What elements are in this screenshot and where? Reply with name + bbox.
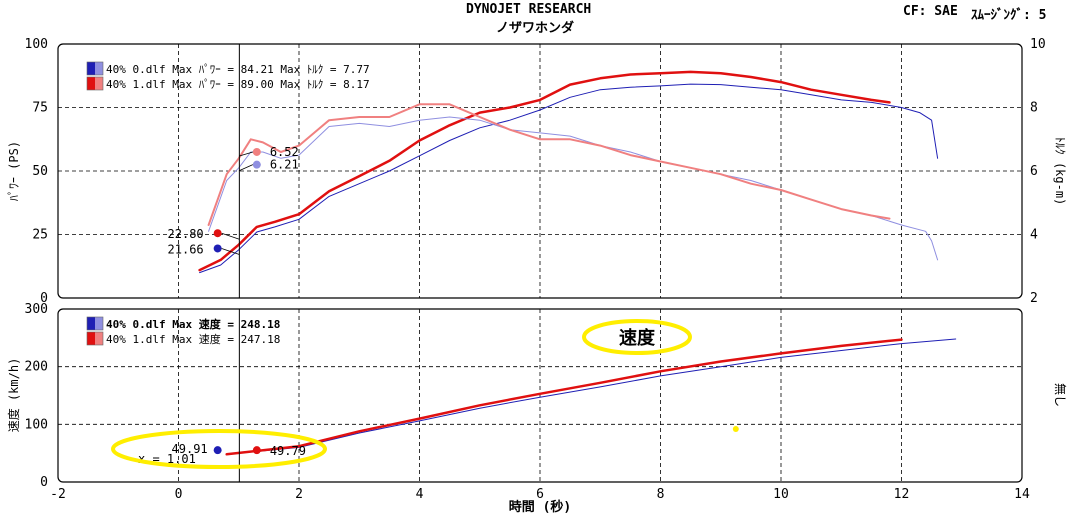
series-line <box>207 103 891 226</box>
readout-marker <box>252 446 261 455</box>
legend-swatch-dark <box>87 332 95 345</box>
legend-entry: 40% 1.dlf Max 速度 = 247.18 <box>106 332 280 346</box>
legend-swatch-frame <box>86 76 104 91</box>
y-axis-label: ﾊﾟﾜｰ (PS) <box>7 141 21 201</box>
x-tick-label: 14 <box>1014 487 1030 502</box>
legend-swatch-frame <box>86 316 104 331</box>
x-tick-label: 4 <box>416 487 424 502</box>
readout-label: 21.66 <box>168 242 204 256</box>
smoothing-setting: ｽﾑｰｼﾞﾝｸﾞ: 5 <box>971 8 1047 23</box>
x-tick-label: 12 <box>894 487 910 502</box>
y-tick-label: 100 <box>25 37 48 52</box>
x-tick-label: 2 <box>295 487 303 502</box>
readout-marker <box>252 160 261 169</box>
series-line <box>225 338 903 456</box>
readout-connector <box>221 232 240 240</box>
y-tick-label: 200 <box>25 360 48 375</box>
y-tick-label: 50 <box>32 164 48 179</box>
readout-label: 49.79 <box>270 444 306 458</box>
legend-entry: 40% 1.dlf Max ﾊﾟﾜｰ = 89.00 Max ﾄﾙｸ = 8.1… <box>106 78 370 91</box>
y2-axis-label: ﾄﾙｸ (kg-m) <box>1053 137 1067 206</box>
readout-label: 49.91 <box>172 442 208 456</box>
readout-marker <box>213 244 222 253</box>
y2-tick-label: 6 <box>1030 164 1038 179</box>
y-axis-label: 速度 (km/h) <box>6 358 21 433</box>
x-tick-label: -2 <box>50 487 66 502</box>
readout-label: 22.80 <box>168 227 204 241</box>
highlight-ellipse <box>582 319 692 355</box>
legend-swatch-dark <box>87 317 95 330</box>
readout-connector <box>239 164 253 172</box>
y-tick-label: 0 <box>40 291 48 306</box>
readout-connector <box>239 151 253 157</box>
y2-axis-label: 無し <box>1053 383 1068 407</box>
readout-label: 6.21 <box>270 158 299 172</box>
legend-swatch-frame <box>86 61 104 76</box>
y2-tick-label: 2 <box>1030 291 1038 306</box>
chart-subtitle: ノザワホンダ <box>496 21 575 36</box>
readout-label: 6.52 <box>270 145 299 159</box>
x-tick-label: 6 <box>536 487 544 502</box>
highlight-ellipse <box>111 429 327 469</box>
stray-marker <box>732 425 739 432</box>
legend-swatch-frame <box>86 331 104 346</box>
chart-title: DYNOJET RESEARCH <box>466 2 592 17</box>
x-tick-label: 10 <box>773 487 789 502</box>
legend-swatch-dark <box>87 62 95 75</box>
readout-marker <box>213 229 222 238</box>
legend-entry: 40% 0.dlf Max ﾊﾟﾜｰ = 84.21 Max ﾄﾙｸ = 7.7… <box>106 63 370 76</box>
legend-swatch-light <box>95 62 103 75</box>
legend-swatch-dark <box>87 77 95 90</box>
x-tick-label: 8 <box>657 487 665 502</box>
legend-swatch-light <box>95 317 103 330</box>
series-line <box>199 83 939 274</box>
series-line <box>226 338 957 455</box>
y-tick-label: 100 <box>25 417 48 432</box>
y2-tick-label: 8 <box>1030 101 1038 116</box>
correction-factor: CF: SAE <box>903 4 958 19</box>
speed-annotation: 速度 <box>619 327 656 349</box>
y-tick-label: 25 <box>32 228 48 243</box>
y2-tick-label: 10 <box>1030 37 1046 52</box>
y-tick-label: 75 <box>32 101 48 116</box>
y2-tick-label: 4 <box>1030 228 1038 243</box>
readout-marker <box>213 446 222 455</box>
legend-swatch-light <box>95 332 103 345</box>
x-tick-label: 0 <box>175 487 183 502</box>
legend-swatch-light <box>95 77 103 90</box>
readout-connector <box>221 248 240 255</box>
y-tick-label: 0 <box>40 475 48 490</box>
series-line <box>198 70 891 272</box>
readout-marker <box>252 147 261 156</box>
y-tick-label: 300 <box>25 302 48 317</box>
legend-entry: 40% 0.dlf Max 速度 = 248.18 <box>106 317 280 331</box>
x-axis-label: 時間 (秒) <box>509 499 571 515</box>
